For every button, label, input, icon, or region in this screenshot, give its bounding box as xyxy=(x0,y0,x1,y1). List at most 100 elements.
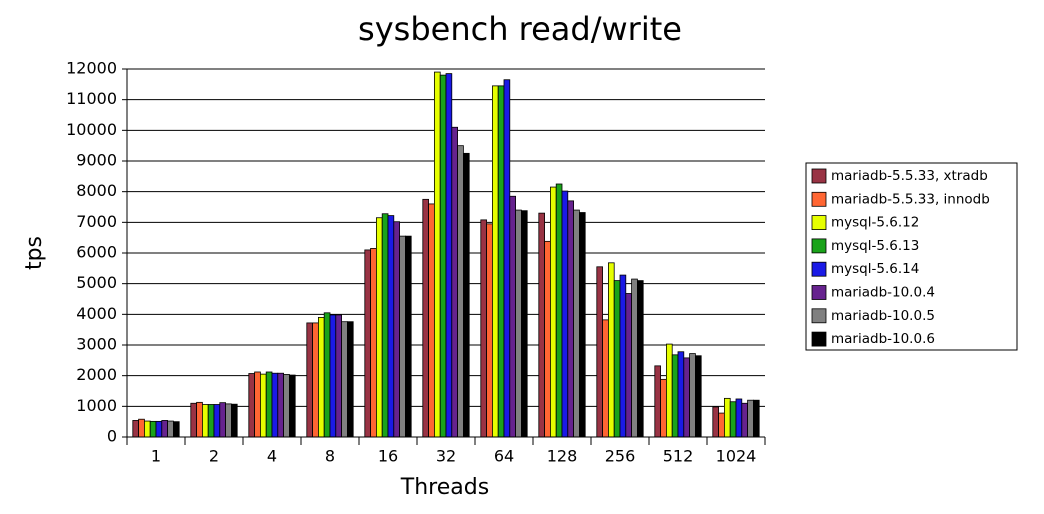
bar xyxy=(375,217,383,438)
bar xyxy=(399,235,406,438)
bar xyxy=(219,402,227,438)
bar xyxy=(503,79,511,438)
bar xyxy=(753,399,760,438)
bar xyxy=(201,404,209,438)
bar xyxy=(695,355,702,438)
bar xyxy=(225,403,232,438)
x-tick-label: 8 xyxy=(325,447,335,466)
legend-label: mariadb-5.5.33, xtradb xyxy=(831,168,988,184)
bar xyxy=(143,420,151,438)
legend-swatch xyxy=(811,238,827,254)
bar xyxy=(619,274,627,438)
bar xyxy=(683,357,690,438)
legend-label: mariadb-10.0.5 xyxy=(831,308,935,324)
x-tick-label: 512 xyxy=(663,447,694,466)
bar xyxy=(381,213,389,438)
bar xyxy=(213,404,221,438)
legend-swatch xyxy=(811,331,827,347)
bar xyxy=(555,183,563,438)
bar xyxy=(335,314,342,438)
bar xyxy=(561,190,569,438)
y-tick-label: 7000 xyxy=(76,212,117,231)
legend-label: mariadb-10.0.6 xyxy=(831,331,935,347)
x-axis-title: Threads xyxy=(400,475,489,500)
bar xyxy=(149,420,157,438)
y-tick-label: 1000 xyxy=(76,396,117,415)
legend-swatch xyxy=(811,261,827,277)
bar xyxy=(538,212,545,438)
x-tick-label: 4 xyxy=(267,447,277,466)
legend-swatch xyxy=(811,168,827,184)
bar xyxy=(654,365,661,438)
y-tick-label: 11000 xyxy=(66,89,117,108)
bar xyxy=(422,198,429,438)
legend-label: mysql-5.6.14 xyxy=(831,261,919,277)
bar xyxy=(457,145,464,438)
bar xyxy=(445,73,453,438)
bar xyxy=(631,278,638,438)
bar xyxy=(735,398,743,438)
legend-swatch xyxy=(811,308,827,324)
bar xyxy=(161,420,169,438)
legend-box xyxy=(805,162,1018,351)
y-tick-label: 6000 xyxy=(76,243,117,262)
bar xyxy=(509,195,516,438)
bar xyxy=(387,215,395,438)
bar xyxy=(486,223,493,438)
x-tick-label: 1 xyxy=(151,447,161,466)
bar xyxy=(428,203,435,438)
bar xyxy=(497,85,505,438)
bar xyxy=(364,249,371,438)
bar xyxy=(254,371,261,438)
legend-swatch xyxy=(811,191,827,207)
bar xyxy=(167,420,174,438)
bar xyxy=(288,374,296,438)
bar xyxy=(480,219,487,438)
bar xyxy=(271,372,279,438)
bar xyxy=(625,293,632,438)
legend-label: mysql-5.6.12 xyxy=(831,215,919,231)
y-tick-label: 4000 xyxy=(76,304,117,323)
x-tick-label: 16 xyxy=(378,447,398,466)
bar xyxy=(550,186,557,438)
bar xyxy=(724,397,731,438)
bar xyxy=(573,209,580,438)
bar xyxy=(666,343,673,438)
x-tick-label: 2 xyxy=(209,447,219,466)
bar xyxy=(277,372,284,438)
x-tick-label: 256 xyxy=(605,447,636,466)
bar xyxy=(491,85,499,438)
bar xyxy=(462,152,470,438)
bar xyxy=(608,262,615,438)
bar xyxy=(207,404,215,438)
bar xyxy=(596,266,603,438)
y-axis-title: tps xyxy=(22,236,47,270)
y-tick-label: 12000 xyxy=(66,59,117,78)
legend-swatch xyxy=(811,285,827,300)
bar xyxy=(579,212,586,438)
bar xyxy=(190,402,198,438)
bar xyxy=(602,319,609,438)
bar xyxy=(689,353,696,438)
bar xyxy=(196,401,203,438)
bar xyxy=(346,321,354,438)
legend-label: mariadb-5.5.33, innodb xyxy=(831,191,990,207)
y-tick-label: 10000 xyxy=(66,120,117,139)
bar xyxy=(341,321,348,438)
bar xyxy=(230,403,238,438)
chart-title: sysbench read/write xyxy=(358,10,682,48)
bar xyxy=(259,373,267,438)
x-tick-label: 64 xyxy=(494,447,514,466)
bar xyxy=(370,247,377,438)
bar xyxy=(138,418,145,438)
bar xyxy=(521,210,528,438)
y-tick-label: 2000 xyxy=(76,365,117,384)
bar xyxy=(317,316,325,438)
bar xyxy=(439,74,447,438)
y-tick-label: 5000 xyxy=(76,273,117,292)
bar xyxy=(329,314,337,438)
bar xyxy=(718,412,725,438)
bar xyxy=(515,209,522,438)
bar xyxy=(712,406,719,438)
